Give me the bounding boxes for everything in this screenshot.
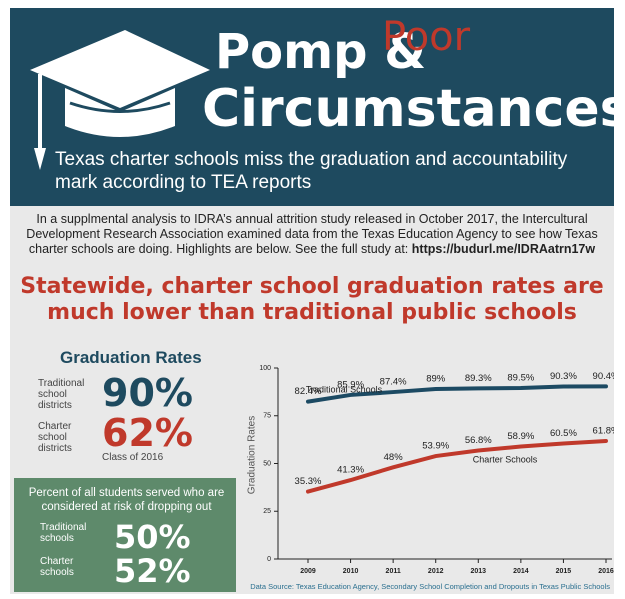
risk-value: 50% bbox=[114, 518, 191, 556]
risk-label: Traditional schools bbox=[40, 522, 87, 544]
y-tick-label: 75 bbox=[263, 413, 271, 420]
series-line bbox=[306, 384, 608, 404]
subtitle: Texas charter schools miss the graduatio… bbox=[55, 149, 568, 193]
header: Pomp & Poor Circumstances Texas charter … bbox=[10, 8, 614, 206]
title-insert: Poor bbox=[382, 14, 471, 60]
headline: Statewide, charter school graduation rat… bbox=[20, 274, 604, 325]
risk-label: Charter schools bbox=[40, 556, 74, 578]
grad-title: Graduation Rates bbox=[60, 348, 202, 367]
data-label: 85.9% bbox=[337, 379, 364, 390]
data-label: 90.4% bbox=[593, 371, 614, 382]
x-tick-label: 2016 bbox=[598, 568, 614, 575]
data-label: 90.3% bbox=[550, 371, 577, 382]
grad-value: 62% bbox=[102, 411, 193, 455]
mortarboard-icon bbox=[30, 30, 210, 170]
risk-title: Percent of all students served who are c… bbox=[28, 487, 225, 513]
title-line2: Circumstances bbox=[202, 79, 614, 139]
x-tick-label: 2013 bbox=[470, 568, 486, 575]
data-label: 89.5% bbox=[507, 373, 534, 384]
y-tick-label: 25 bbox=[263, 508, 271, 515]
chart: Graduation Rates 0 25 50 75 100 2009 2010 2011 2… bbox=[247, 365, 614, 575]
y-axis-label: Graduation Rates bbox=[247, 416, 258, 494]
x-tick-label: 2015 bbox=[556, 568, 572, 575]
series-label: Charter Schools bbox=[473, 454, 538, 464]
data-label: 89.3% bbox=[465, 373, 492, 384]
grad-note: Class of 2016 bbox=[102, 452, 164, 463]
series-label: Traditional Schools bbox=[306, 384, 383, 394]
data-label: 58.9% bbox=[507, 431, 534, 442]
series-line bbox=[306, 438, 608, 494]
x-tick-label: 2011 bbox=[386, 568, 401, 575]
study-link[interactable]: https://budurl.me/IDRAatrn17w bbox=[411, 242, 596, 256]
y-tick-label: 100 bbox=[259, 365, 271, 372]
data-label: 82.4% bbox=[295, 386, 322, 397]
grad-value: 90% bbox=[102, 371, 193, 415]
data-label: 48% bbox=[384, 452, 404, 463]
data-label: 35.3% bbox=[295, 476, 322, 487]
data-label: 41.3% bbox=[337, 465, 364, 476]
data-label: 56.8% bbox=[465, 435, 492, 446]
x-tick-label: 2014 bbox=[513, 568, 529, 575]
data-label: 87.4% bbox=[380, 377, 407, 388]
intro: In a supplmental analysis to IDRA’s annu… bbox=[20, 212, 604, 257]
data-label: 61.8% bbox=[593, 425, 614, 436]
x-tick-label: 2012 bbox=[428, 568, 444, 575]
data-label: 60.5% bbox=[550, 428, 577, 439]
data-label: 89% bbox=[426, 374, 446, 385]
risk-box: Percent of all students served who are c… bbox=[14, 478, 236, 592]
intro-text: In a supplmental analysis to IDRA’s annu… bbox=[26, 212, 598, 256]
data-label: 53.9% bbox=[422, 441, 449, 452]
y-tick-label: 0 bbox=[267, 556, 271, 563]
risk-value: 52% bbox=[114, 552, 191, 590]
source: Data Source: Texas Education Agency, Sec… bbox=[250, 582, 610, 591]
infographic: Pomp & Poor Circumstances Texas charter … bbox=[10, 8, 614, 594]
grad-label: Charter school districts bbox=[38, 421, 72, 454]
grad-label: Traditional school districts bbox=[38, 378, 85, 411]
title-line1: Pomp & bbox=[215, 24, 427, 80]
x-tick-label: 2010 bbox=[343, 568, 359, 575]
x-tick-label: 2009 bbox=[300, 568, 316, 575]
y-tick-label: 50 bbox=[263, 460, 271, 467]
